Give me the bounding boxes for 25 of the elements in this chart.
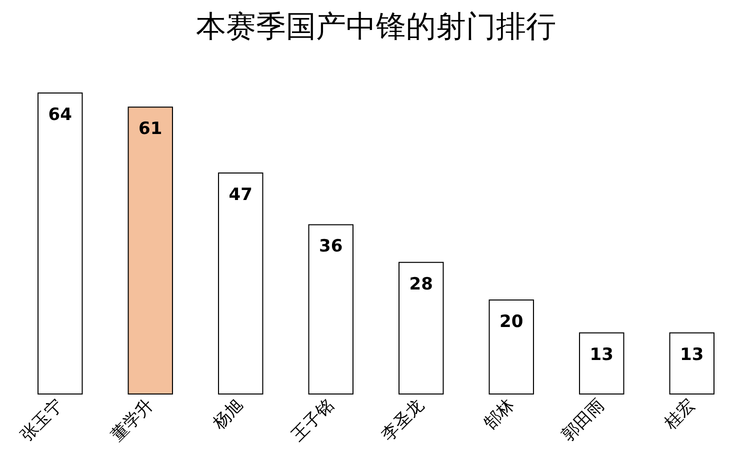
data-label: 20 [500, 312, 524, 332]
data-label: 64 [48, 105, 72, 125]
data-label: 28 [409, 274, 433, 294]
bar [579, 332, 624, 394]
data-label: 13 [680, 344, 704, 365]
data-label: 47 [228, 184, 252, 205]
x-tick-label: 张玉宁 [16, 395, 68, 446]
bar [488, 299, 534, 394]
x-tick-label: 王子铭 [288, 395, 338, 446]
x-tick-label: 郭田雨 [558, 395, 609, 446]
x-tick-label: 董学升 [107, 395, 158, 446]
chart-title: 本赛季国产中锋的射门排行 [196, 10, 556, 44]
bar [308, 224, 354, 394]
x-tick-label: 郜林 [480, 395, 518, 434]
data-label: 61 [138, 119, 162, 140]
x-tick-label: 杨旭 [208, 395, 248, 434]
bar [128, 106, 173, 394]
bar [669, 332, 714, 394]
data-label: 13 [590, 344, 614, 365]
bar [398, 262, 444, 394]
x-tick-label: 李圣龙 [378, 395, 428, 446]
bar [218, 172, 264, 394]
bar [38, 92, 83, 394]
x-tick-label: 桂宏 [660, 395, 699, 434]
data-label: 36 [319, 236, 343, 257]
